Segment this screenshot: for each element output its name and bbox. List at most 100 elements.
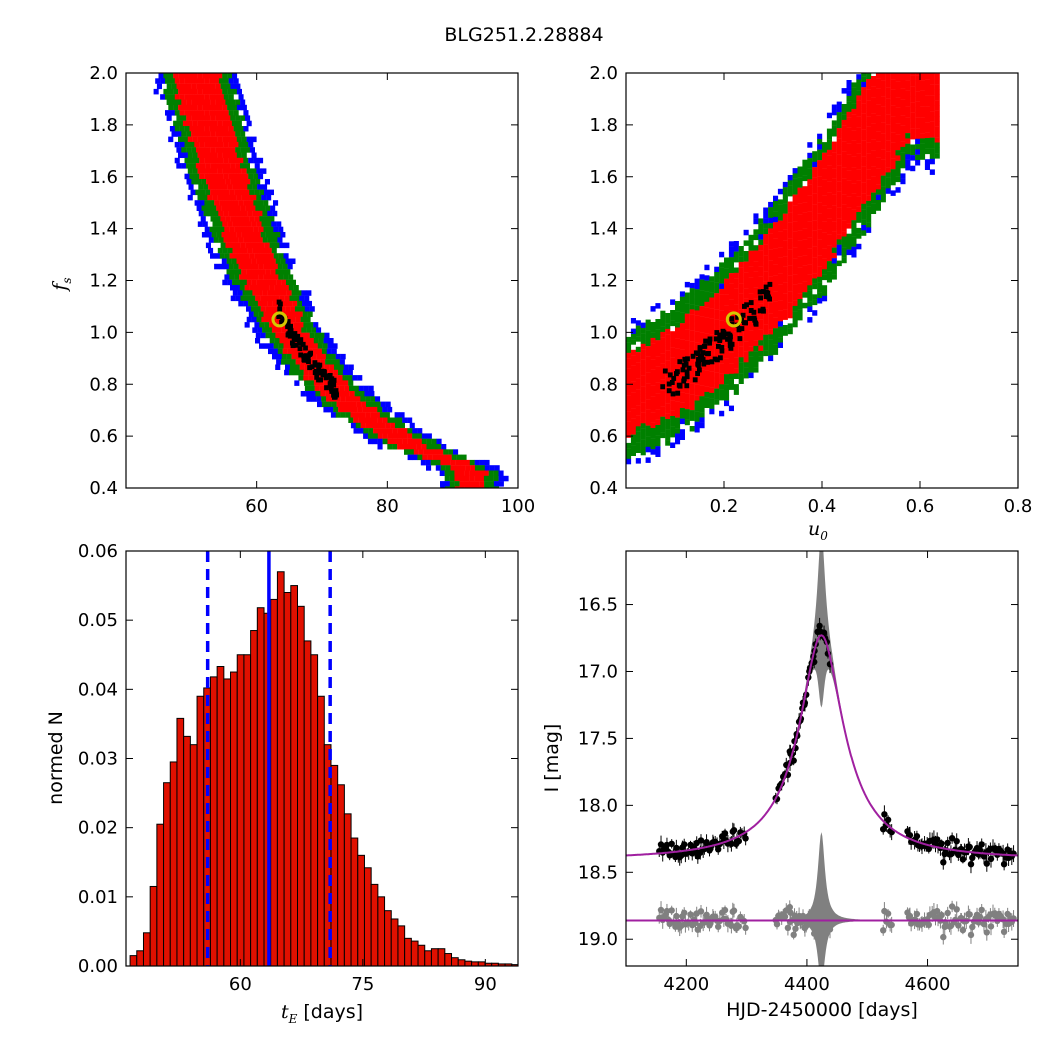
p1-cell-inner [224, 226, 230, 233]
p2-cell-inner [875, 141, 881, 148]
p2-cell-inner [875, 173, 881, 179]
p1-cell-inner [187, 120, 193, 127]
p2-cell-middle [660, 310, 666, 317]
p2-cell-middle [665, 323, 671, 330]
p2-cell-middle [709, 286, 715, 293]
p1-cell-middle [267, 237, 273, 243]
p2-cell-inner [841, 130, 847, 136]
p2-cell-middle [831, 125, 837, 132]
p2-cell-inner [689, 325, 695, 331]
p1-cell-inner [474, 475, 480, 482]
p1-cell-inner [265, 258, 271, 264]
p3-xtick-label-0: 60 [229, 974, 252, 995]
p1-cell-inner [258, 274, 264, 280]
p1-cell-inner [210, 163, 216, 169]
p1-cell-middle [163, 73, 169, 79]
p2-cell-middle [792, 184, 798, 190]
p1-cell-middle [313, 338, 319, 344]
p2-cell-inner [719, 368, 725, 374]
p2-cell-inner [709, 366, 715, 372]
p2-cell-outer [817, 144, 823, 150]
p2-cell-inner [915, 75, 921, 81]
p2-cell-inner [728, 368, 734, 374]
p1-cell-middle [187, 152, 193, 158]
p2-cell-middle [728, 262, 734, 268]
p2-cell-inner [675, 407, 681, 413]
p2-cell-inner [856, 196, 862, 202]
p2-cell-middle [650, 332, 656, 339]
p2-cell-middle [645, 425, 651, 432]
p2-cell-core [666, 381, 672, 387]
p2-cell-middle [866, 216, 872, 223]
p4-data-point [938, 840, 945, 847]
p4-residual-point [742, 924, 749, 931]
p1-ytick-label-8: 2.0 [89, 63, 118, 84]
p2-cell-inner [885, 73, 891, 78]
p1-cell-inner [199, 94, 205, 100]
p2-cell-inner [934, 121, 940, 127]
p2-cell-inner [684, 403, 690, 410]
p2-cell-middle [924, 138, 930, 144]
p2-cell-middle [817, 282, 823, 288]
p1-cell-inner [432, 454, 438, 461]
p1-cell-inner [256, 221, 262, 227]
p2-cell-inner [655, 340, 661, 346]
p1-cell-inner [209, 173, 215, 180]
p1-cell-inner [217, 73, 223, 79]
p2-cell-inner [826, 245, 832, 251]
p2-cell-middle [758, 340, 764, 346]
p2-cell-inner [655, 398, 661, 404]
p1-cell-inner [474, 486, 480, 488]
p1-cell-inner [181, 99, 187, 105]
p2-cell-inner [934, 78, 940, 85]
p2-cell-middle [905, 6, 910, 11]
p2-cell-outer [891, 16, 896, 22]
p1-cell-inner [360, 412, 366, 418]
p1-cell-middle [215, 216, 221, 222]
p1-cell-inner [465, 465, 471, 471]
p1-cell-outer [246, 306, 252, 312]
p1-cell-middle [285, 359, 291, 365]
p2-cell-inner [665, 371, 671, 377]
p2-cell-outer [670, 299, 676, 305]
p4-residual-point [735, 923, 742, 930]
p1-cell-inner [257, 290, 263, 296]
p1-cell-middle [233, 263, 239, 270]
p1-cell-inner [460, 459, 466, 466]
p1-cell-outer [234, 285, 240, 291]
p1-cell-inner [268, 311, 274, 317]
p2-cell-inner [900, 120, 906, 126]
p2-cell-middle [655, 334, 661, 341]
p2-cell-inner [792, 284, 798, 291]
p2-cell-outer [881, 33, 886, 39]
p2-cell-inner [822, 253, 828, 259]
p1-cell-core [291, 336, 297, 342]
p2-cell-inner [866, 169, 872, 175]
p1-cell-inner [428, 449, 434, 455]
p2-cell-inner [782, 245, 788, 251]
p2-cell-inner [935, 21, 940, 27]
p1-cell-inner [252, 247, 258, 254]
p2-cell-inner [748, 282, 754, 288]
p2-cell-inner [743, 293, 749, 299]
p1-cell-inner [427, 454, 433, 461]
p2-cell-inner [797, 272, 803, 278]
p2-cell-inner [655, 350, 661, 357]
p2-cell-inner [895, 139, 901, 145]
p2-cell-core [735, 314, 740, 320]
p2-cell-inner [660, 369, 666, 375]
p1-cell-middle [308, 322, 314, 328]
p2-cell-inner [871, 91, 877, 98]
p2-cell-middle [640, 428, 646, 435]
p1-cell-inner [292, 300, 298, 307]
p2-cell-inner [851, 177, 857, 184]
p2-cell-inner [665, 376, 671, 383]
p1-cell-middle [246, 168, 252, 174]
p1-cell-inner [235, 205, 241, 211]
p2-cell-middle [817, 139, 823, 145]
p1-cell-inner [197, 136, 203, 143]
p1-cell-inner [273, 274, 279, 280]
p2-cell-inner [836, 165, 842, 171]
p2-cell-inner [640, 391, 646, 397]
p1-cell-outer [301, 290, 307, 296]
